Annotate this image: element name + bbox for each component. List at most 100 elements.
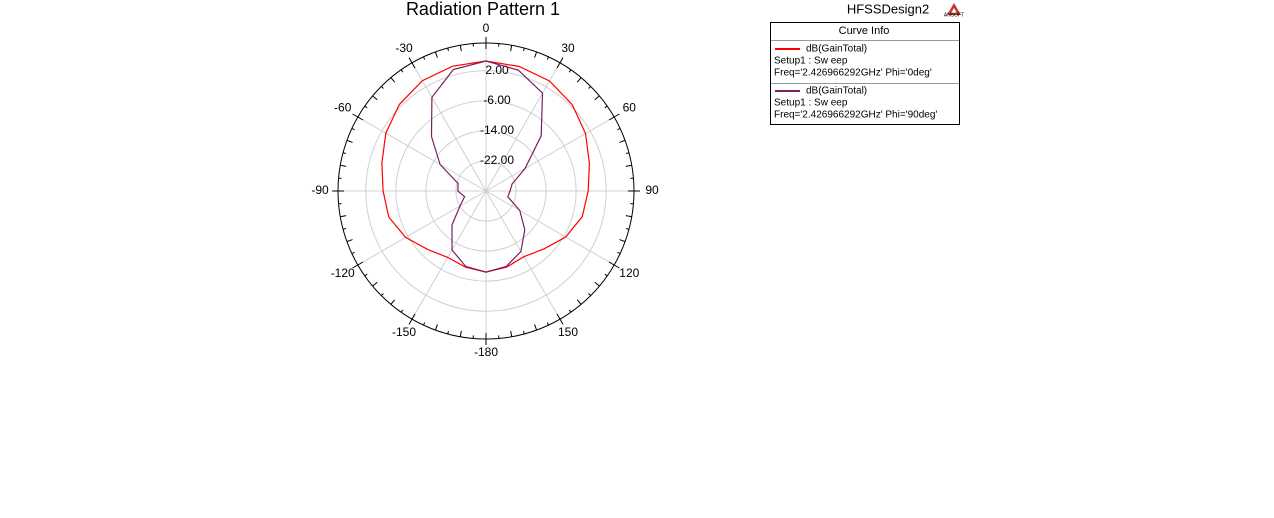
angle-tick-label: -180 — [474, 345, 498, 359]
angle-tick — [559, 57, 564, 64]
angle-tick — [408, 318, 413, 325]
tick-mark — [594, 281, 600, 287]
tick-mark — [434, 324, 438, 331]
legend-setup: Setup1 : Sw eep — [774, 56, 848, 67]
tick-mark — [372, 95, 378, 101]
tick-mark — [400, 69, 404, 73]
tick-mark — [447, 47, 449, 52]
tick-mark — [351, 251, 355, 255]
radial-tick-label: -6.00 — [483, 93, 511, 107]
tick-mark — [576, 299, 582, 305]
tick-mark — [400, 309, 404, 313]
grid-spoke — [411, 190, 487, 320]
tick-mark — [340, 164, 347, 167]
tick-mark — [346, 139, 353, 143]
tick-mark — [411, 313, 416, 320]
design-name: HFSSDesign2 — [847, 1, 929, 16]
legend-setup: Setup1 : Sw eep — [774, 98, 848, 109]
tick-mark — [604, 273, 608, 277]
tick-mark — [422, 322, 426, 326]
legend-title: Curve Info — [839, 25, 890, 37]
angle-tick-label: 90 — [645, 183, 659, 197]
angle-tick-label: -30 — [395, 41, 413, 55]
tick-mark — [357, 261, 364, 266]
tick-mark — [510, 330, 513, 337]
grid-spoke — [357, 116, 487, 192]
tick-mark — [390, 77, 396, 83]
angle-tick — [352, 113, 359, 118]
legend-box — [770, 22, 960, 125]
tick-mark — [342, 152, 347, 154]
angle-tick-label: -120 — [331, 266, 355, 280]
series-line — [381, 60, 591, 273]
angle-tick-label: -150 — [392, 325, 416, 339]
tick-mark — [380, 85, 384, 89]
angle-tick — [613, 264, 620, 269]
tick-mark — [342, 228, 347, 230]
tick-mark — [523, 47, 525, 52]
grid-spoke — [411, 62, 487, 192]
angle-tick-label: 120 — [619, 266, 639, 280]
tick-mark — [523, 330, 525, 335]
radial-tick-label: -22.00 — [480, 153, 514, 167]
angle-tick — [613, 113, 620, 118]
tick-mark — [588, 85, 592, 89]
tick-mark — [346, 239, 353, 243]
tick-mark — [576, 77, 582, 83]
tick-mark — [625, 228, 630, 230]
logo-text: ANSOFT — [944, 12, 964, 18]
grid-spoke — [357, 190, 487, 266]
tick-mark — [604, 105, 608, 109]
tick-mark — [546, 322, 550, 326]
tick-mark — [534, 324, 538, 331]
tick-mark — [340, 215, 347, 218]
angle-tick-label: 150 — [558, 325, 578, 339]
grid-spoke — [485, 190, 615, 266]
tick-mark — [619, 139, 626, 143]
tick-mark — [422, 56, 426, 60]
tick-mark — [594, 95, 600, 101]
tick-mark — [568, 309, 572, 313]
tick-mark — [619, 239, 626, 243]
legend-label: dB(GainTotal) — [806, 86, 867, 97]
tick-mark — [608, 116, 615, 121]
tick-mark — [625, 164, 632, 167]
tick-mark — [372, 281, 378, 287]
tick-mark — [617, 127, 621, 131]
legend-label: dB(GainTotal) — [806, 44, 867, 55]
angle-tick-label: 30 — [561, 41, 575, 55]
radial-tick-label: 2.00 — [485, 63, 509, 77]
tick-mark — [625, 215, 632, 218]
tick-mark — [351, 127, 355, 131]
tick-mark — [380, 293, 384, 297]
tick-mark — [556, 313, 561, 320]
tick-mark — [510, 45, 513, 52]
legend-freq: Freq='2.426966292GHz' Phi='0deg' — [774, 68, 932, 79]
angle-tick — [559, 318, 564, 325]
legend-freq: Freq='2.426966292GHz' Phi='90deg' — [774, 110, 937, 121]
tick-mark — [608, 261, 615, 266]
tick-mark — [568, 69, 572, 73]
series-line — [430, 60, 544, 273]
tick-mark — [534, 51, 538, 58]
angle-tick-label: -90 — [311, 183, 329, 197]
chart-title: Radiation Pattern 1 — [406, 0, 560, 19]
tick-mark — [357, 116, 364, 121]
logo-icon-inner — [951, 8, 957, 13]
grid-spoke — [485, 116, 615, 192]
angle-tick — [408, 57, 413, 64]
tick-mark — [364, 105, 368, 109]
tick-mark — [434, 51, 438, 58]
tick-mark — [447, 330, 449, 335]
angle-tick-label: 60 — [623, 100, 637, 114]
tick-mark — [364, 273, 368, 277]
grid-spoke — [485, 190, 561, 320]
angle-tick — [352, 264, 359, 269]
tick-mark — [411, 62, 416, 69]
tick-mark — [556, 62, 561, 69]
tick-mark — [588, 293, 592, 297]
tick-mark — [459, 330, 462, 337]
tick-mark — [390, 299, 396, 305]
tick-mark — [625, 152, 630, 154]
